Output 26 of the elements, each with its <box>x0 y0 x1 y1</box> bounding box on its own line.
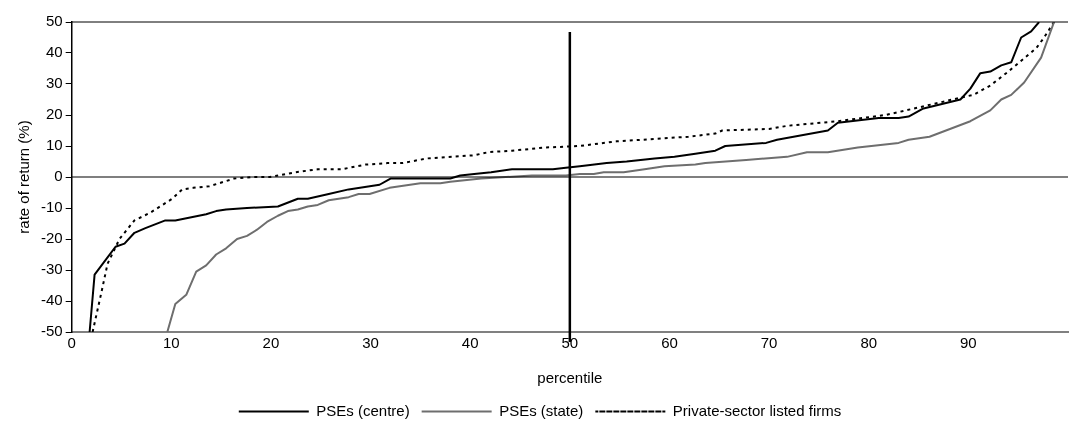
legend-label: PSEs (state) <box>499 401 584 419</box>
x-tick-label: 20 <box>262 334 280 352</box>
x-tick-label: 10 <box>162 334 180 352</box>
y-tick-label: 0 <box>54 167 63 185</box>
x-tick-label: 90 <box>960 334 977 352</box>
y-tick-label: -50 <box>40 322 63 340</box>
y-tick-label: -40 <box>40 291 63 309</box>
x-tick-label: 40 <box>461 334 479 352</box>
y-axis-title: rate of return (%) <box>15 120 33 234</box>
y-tick-label: 50 <box>45 12 63 30</box>
x-tick-label: 30 <box>362 334 379 352</box>
y-tick-label: -10 <box>40 198 63 216</box>
y-tick-label: -20 <box>40 229 63 247</box>
y-tick-label: -30 <box>40 260 63 278</box>
y-tick-label: 30 <box>45 74 63 92</box>
y-tick-label: 20 <box>45 105 63 123</box>
legend-label: PSEs (centre) <box>316 401 410 419</box>
legend-label: Private-sector listed firms <box>672 401 842 419</box>
y-tick-label: 10 <box>45 136 63 154</box>
x-axis-title: percentile <box>537 369 603 387</box>
x-tick-label: 50 <box>561 334 579 352</box>
x-tick-label: 80 <box>860 334 878 352</box>
x-tick-label: 70 <box>760 334 778 352</box>
y-tick-label: 40 <box>45 43 63 61</box>
x-tick-label: 60 <box>661 334 678 352</box>
x-tick-label: 0 <box>67 334 76 352</box>
